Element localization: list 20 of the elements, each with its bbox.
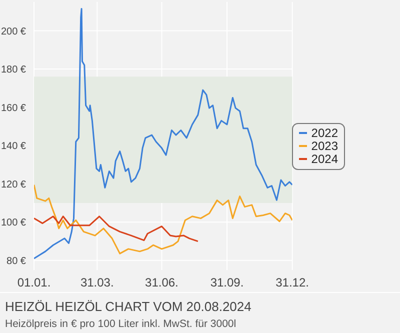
legend-label: 2023	[311, 138, 338, 152]
line-series	[34, 8, 292, 260]
x-tick-label: 31.03.	[80, 276, 114, 290]
x-tick-label: 31.12.	[276, 276, 309, 290]
legend-label: 2022	[311, 126, 338, 140]
line-series	[34, 216, 199, 242]
y-tick-label: 160 €	[0, 102, 26, 114]
y-tick-label: 80 €	[6, 256, 26, 267]
text: Heizölpreis in € pro 100 Liter inkl. MwSt. für 3000l	[5, 318, 238, 330]
y-tick-label: 100 €	[0, 218, 26, 229]
y-tick-label: 180 €	[0, 64, 26, 76]
y-tick-label: 200 €	[0, 26, 26, 38]
y-tick-label: 120 €	[0, 179, 26, 190]
text: HEIZÖL HEIZÖL CHART VOM 20.08.2024	[5, 299, 252, 314]
x-tick-label: 01.01.	[17, 276, 51, 290]
x-tick-label: 31.09.	[210, 276, 244, 290]
line-series	[34, 184, 292, 254]
y-tick-label: 140 €	[0, 141, 26, 152]
legend-label: 2024	[311, 152, 338, 166]
x-tick-label: 31.06.	[145, 276, 178, 290]
